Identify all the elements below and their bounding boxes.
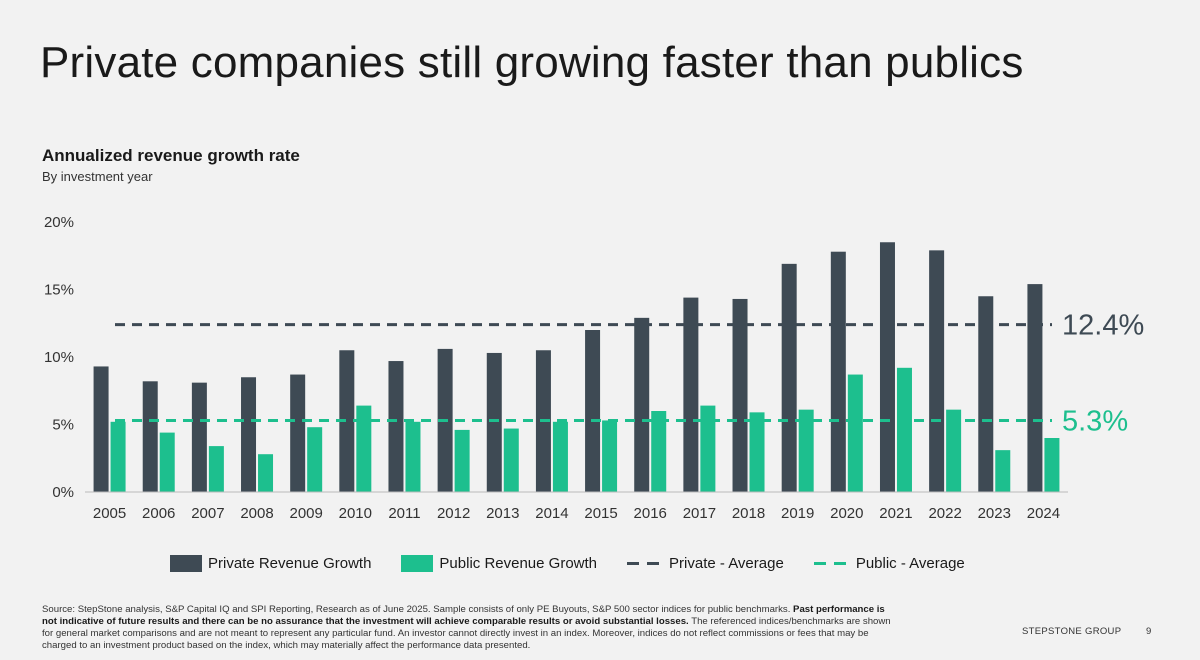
legend-swatch-private-average: [627, 562, 664, 565]
legend-item-public-average: Public - Average: [813, 555, 965, 572]
legend-label-private-average: Private - Average: [669, 555, 784, 572]
private-bar: [486, 352, 502, 492]
public-bar: [1044, 438, 1060, 492]
private-bar: [683, 297, 699, 492]
legend-item-public: Public Revenue Growth: [401, 555, 597, 572]
private-bar: [634, 317, 650, 492]
private-bar: [732, 298, 748, 492]
private-bar: [929, 250, 945, 492]
public-bar: [651, 411, 667, 492]
public-bar: [798, 409, 814, 492]
public-bar: [110, 421, 126, 492]
x-tick-label: 2010: [339, 505, 372, 522]
legend-label-public-average: Public - Average: [855, 555, 965, 572]
brand-name: STEPSTONE GROUP: [1022, 626, 1122, 637]
x-tick-label: 2009: [289, 505, 322, 522]
x-tick-label: 2021: [879, 505, 912, 522]
public-bar: [847, 374, 863, 492]
source-footnote: Source: StepStone analysis, S&P Capital …: [42, 604, 892, 652]
legend-item-private-average: Private - Average: [627, 555, 784, 572]
public-bar: [552, 421, 568, 492]
x-tick-label: 2006: [142, 505, 175, 522]
x-tick-label: 2007: [191, 505, 224, 522]
public-average-label: 5.3%: [1062, 405, 1128, 437]
footnote-disclaimer-bold: Past performance is not indicative of fu…: [42, 604, 885, 627]
private-bar: [93, 366, 109, 492]
x-tick-label: 2023: [978, 505, 1011, 522]
private-bar: [978, 296, 994, 492]
x-tick-label: 2013: [486, 505, 519, 522]
private-bar: [241, 377, 257, 492]
private-bar: [879, 242, 895, 492]
public-bar: [258, 454, 274, 492]
legend-label-public: Public Revenue Growth: [439, 555, 598, 572]
page-number: 9: [1146, 626, 1152, 637]
footnote-text-end: The referenced indices/benchmarks are sh…: [42, 616, 891, 651]
y-tick-label: 0%: [52, 484, 74, 501]
x-tick-label: 2015: [584, 505, 617, 522]
footnote-text-start: Source: StepStone analysis, S&P Capital …: [42, 604, 791, 615]
legend-swatch-public: [401, 555, 434, 572]
legend-swatch-private: [170, 555, 202, 572]
y-tick-label: 15%: [44, 282, 74, 299]
private-bar: [339, 350, 355, 492]
legend-label-private: Private Revenue Growth: [208, 555, 372, 572]
private-bar: [585, 330, 601, 492]
public-bar: [159, 432, 175, 492]
y-tick-label: 20%: [44, 214, 74, 231]
public-bar: [307, 427, 323, 492]
private-bar: [388, 361, 404, 492]
private-bar: [830, 251, 846, 492]
chart-subtitle: By investment year: [42, 169, 153, 184]
public-bar: [700, 405, 716, 492]
x-tick-label: 2014: [535, 505, 568, 522]
public-bar: [995, 450, 1011, 492]
private-average-label: 12.4%: [1062, 310, 1144, 342]
public-bar: [208, 446, 224, 492]
public-bar: [602, 420, 618, 492]
private-bar: [142, 381, 158, 492]
private-bar: [781, 263, 797, 492]
x-tick-label: 2024: [1027, 505, 1060, 522]
legend-swatch-public-average: [813, 562, 850, 565]
private-bar: [1027, 284, 1043, 492]
private-bar: [191, 382, 207, 492]
public-bar: [896, 367, 912, 492]
public-bar: [454, 429, 470, 492]
x-tick-label: 2005: [93, 505, 126, 522]
x-tick-label: 2018: [732, 505, 765, 522]
y-tick-label: 10%: [44, 349, 74, 366]
page-title: Private companies still growing faster t…: [40, 38, 1024, 87]
public-bar: [946, 409, 962, 492]
public-bar: [356, 405, 372, 492]
public-bar: [405, 421, 421, 492]
chart-legend: Private Revenue Growth Public Revenue Gr…: [170, 555, 965, 572]
x-tick-label: 2008: [240, 505, 273, 522]
x-tick-label: 2011: [388, 505, 420, 522]
legend-item-private: Private Revenue Growth: [170, 555, 371, 572]
x-tick-label: 2012: [437, 505, 470, 522]
y-tick-label: 5%: [52, 417, 74, 434]
x-tick-label: 2020: [830, 505, 863, 522]
x-tick-label: 2016: [634, 505, 667, 522]
x-tick-label: 2019: [781, 505, 814, 522]
public-bar: [749, 412, 765, 492]
x-tick-label: 2017: [683, 505, 716, 522]
private-bar: [290, 374, 306, 492]
x-tick-label: 2022: [928, 505, 961, 522]
chart-title: Annualized revenue growth rate: [42, 146, 300, 165]
public-bar: [503, 428, 519, 492]
